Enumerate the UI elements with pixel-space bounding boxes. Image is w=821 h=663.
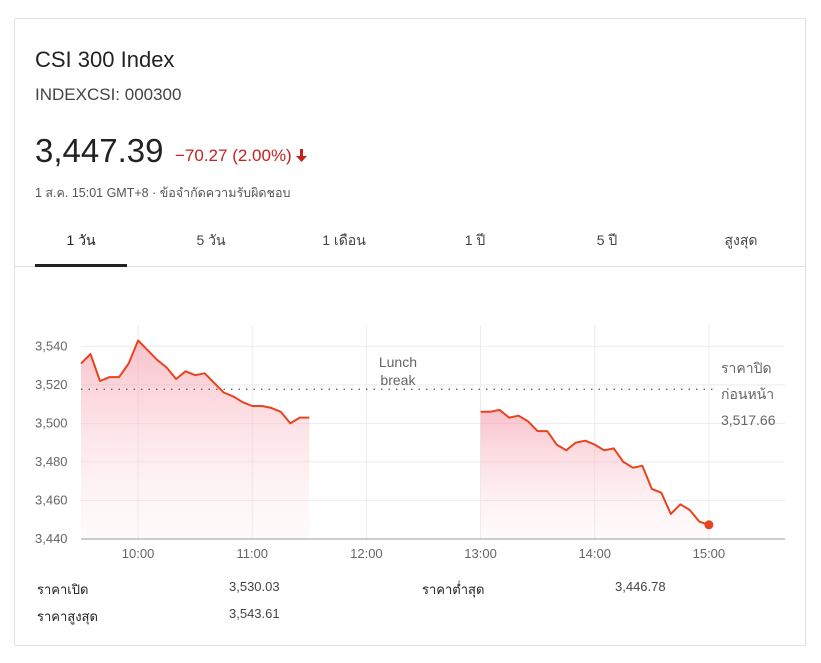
active-tab-indicator bbox=[35, 264, 127, 267]
series-area-afternoon bbox=[480, 409, 709, 539]
y-tick-label: 3,500 bbox=[35, 415, 68, 430]
x-tick-label: 10:00 bbox=[122, 546, 155, 561]
x-tick-label: 15:00 bbox=[693, 546, 726, 561]
lunch-break-label: break bbox=[380, 372, 416, 388]
low-label: ราคาต่ำสุด bbox=[422, 582, 485, 597]
price-change-text: −70.27 (2.00%) bbox=[175, 146, 292, 165]
tab-1-month[interactable]: 1 เดือน bbox=[322, 232, 366, 248]
lunch-break-label: Lunch bbox=[379, 354, 417, 370]
y-tick-label: 3,460 bbox=[35, 492, 68, 507]
series-line-afternoon bbox=[480, 408, 710, 526]
arrow-down-icon bbox=[295, 149, 307, 162]
range-tabs: 1 วัน 5 วัน 1 เดือน 1 ปี 5 ปี สูงสุด bbox=[15, 216, 805, 267]
x-tick-label: 14:00 bbox=[578, 546, 611, 561]
tab-5-years[interactable]: 5 ปี bbox=[596, 232, 618, 248]
tab-5-days[interactable]: 5 วัน bbox=[196, 232, 226, 248]
y-tick-label: 3,520 bbox=[35, 377, 68, 392]
tab-1-year[interactable]: 1 ปี bbox=[464, 232, 486, 248]
series-area-morning bbox=[81, 340, 310, 539]
open-label: ราคาเปิด bbox=[37, 582, 89, 597]
x-tick-label: 12:00 bbox=[350, 546, 383, 561]
high-label: ราคาสูงสุด bbox=[37, 609, 98, 624]
stock-card: CSI 300 Index INDEXCSI: 000300 3,447.39 … bbox=[14, 18, 806, 646]
y-tick-label: 3,440 bbox=[35, 531, 68, 546]
last-price-dot bbox=[704, 520, 714, 530]
y-tick-label: 3,540 bbox=[35, 338, 68, 353]
series-line-morning bbox=[80, 339, 310, 425]
tab-1-day[interactable]: 1 วัน bbox=[66, 232, 96, 248]
x-tick-label: 13:00 bbox=[464, 546, 497, 561]
previous-close-label: ราคาปิด bbox=[721, 360, 772, 376]
previous-close-label: ก่อนหน้า bbox=[721, 386, 774, 402]
index-symbol: INDEXCSI: 000300 bbox=[35, 85, 182, 104]
price-chart[interactable]: 3,540 3,520 3,500 3,480 3,460 3,440 10:00 11:00… bbox=[15, 267, 805, 567]
y-tick-label: 3,480 bbox=[35, 454, 68, 469]
tab-max[interactable]: สูงสุด bbox=[724, 232, 758, 248]
previous-close-label: 3,517.66 bbox=[721, 412, 776, 428]
open-value: 3,530.03 bbox=[229, 579, 280, 594]
current-price: 3,447.39 bbox=[35, 132, 164, 169]
x-tick-label: 11:00 bbox=[236, 546, 268, 561]
high-value: 3,543.61 bbox=[229, 606, 280, 621]
low-value: 3,446.78 bbox=[615, 579, 666, 594]
price-change: −70.27 (2.00%) bbox=[175, 146, 307, 166]
timestamp-disclaimer[interactable]: 1 ส.ค. 15:01 GMT+8 · ข้อจำกัดความรับผิดช… bbox=[35, 186, 291, 200]
index-title: CSI 300 Index bbox=[35, 47, 175, 72]
